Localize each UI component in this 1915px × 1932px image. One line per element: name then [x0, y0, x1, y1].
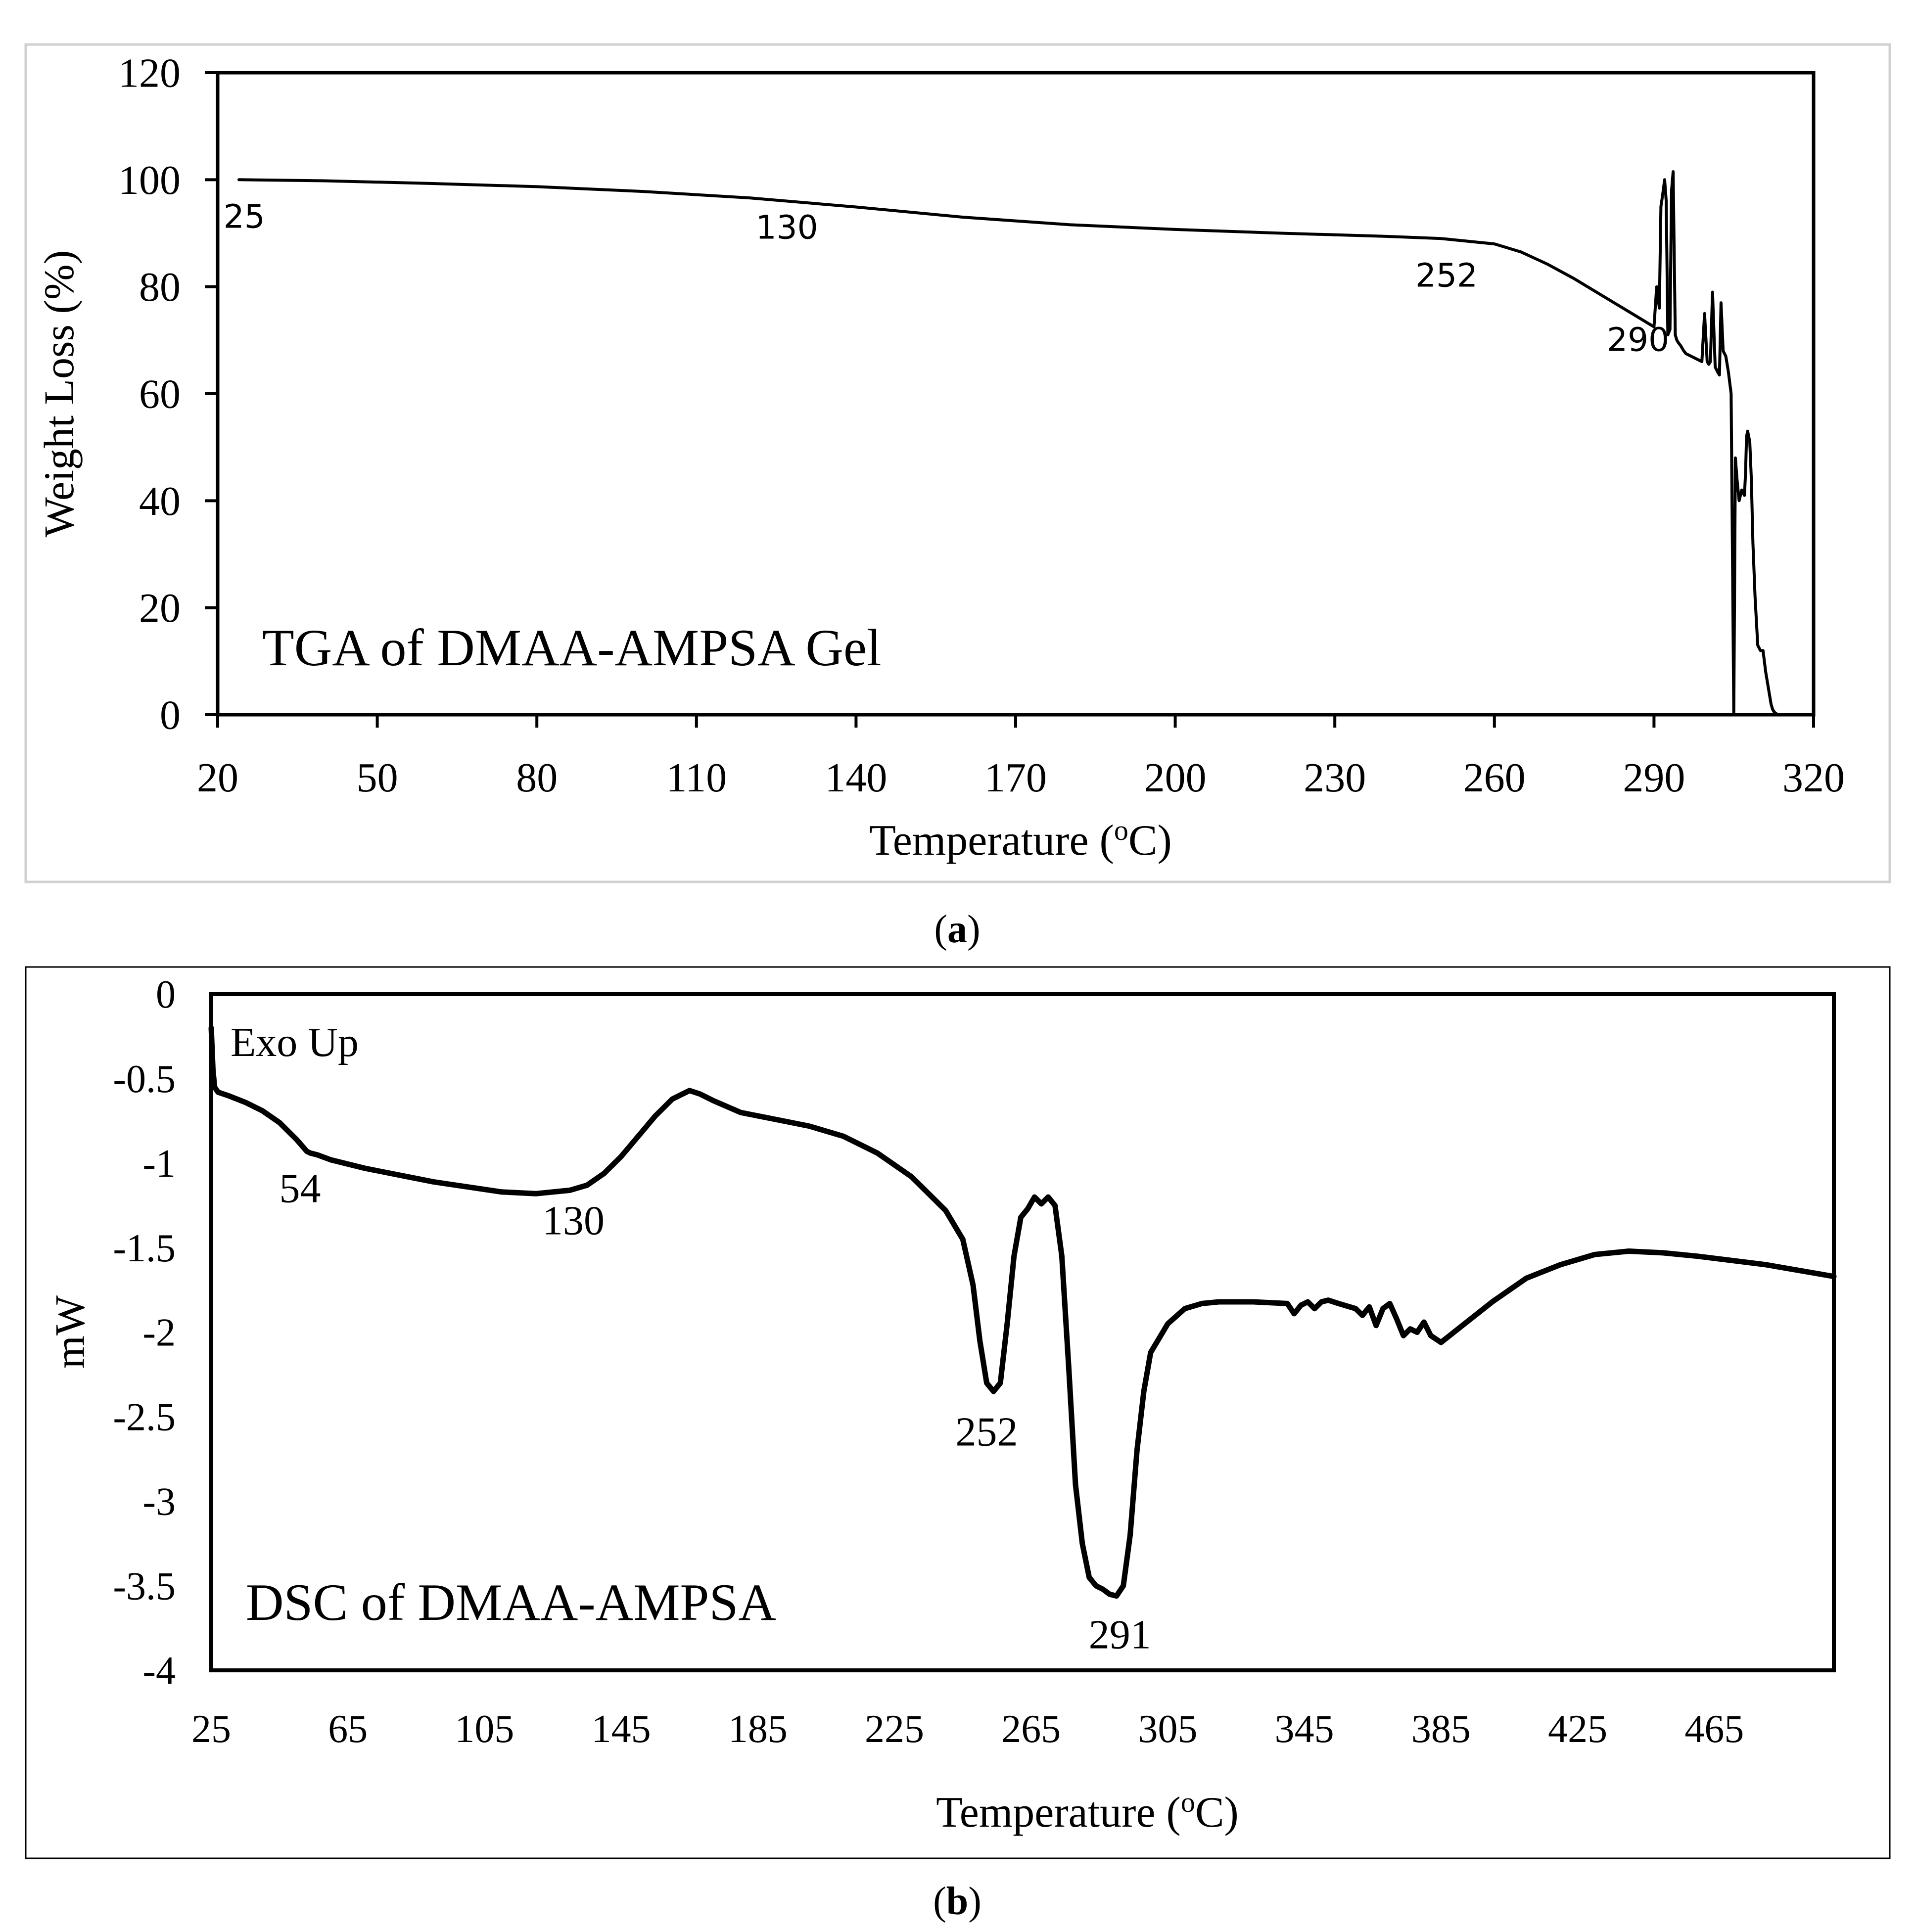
peak-annotation: 130: [542, 1197, 605, 1243]
panel-b-frame: [25, 966, 1891, 1859]
x-tick-label: 305: [1138, 1707, 1197, 1751]
y-tick-label: 0: [160, 692, 181, 738]
x-tick-label: 105: [455, 1707, 514, 1751]
tga-title: TGA of DMAA-AMPSA Gel: [262, 619, 881, 677]
y-tick-label: -4: [142, 1649, 176, 1693]
x-tick-label: 225: [865, 1707, 924, 1751]
x-tick-label: 290: [1623, 755, 1685, 801]
x-tick-label: 320: [1782, 755, 1845, 801]
x-tick-label: 80: [516, 755, 558, 801]
y-tick-label: -2.5: [113, 1396, 176, 1439]
peak-annotation: 130: [756, 208, 818, 246]
x-tick-label: 260: [1463, 755, 1526, 801]
x-tick-label: 25: [191, 1707, 231, 1751]
x-tick-label: 385: [1411, 1707, 1471, 1751]
dsc-chart: Exo Up DSC of DMAA-AMPSA Temperature (oC…: [46, 973, 1837, 1837]
peak-annotation: 252: [1415, 257, 1478, 295]
x-tick-label: 145: [592, 1707, 651, 1751]
panel-a-caption: (a): [934, 908, 980, 951]
dsc-title: DSC of DMAA-AMPSA: [246, 1573, 776, 1631]
dsc-x-axis-label: Temperature (oC): [936, 1786, 1239, 1837]
y-tick-label: 60: [139, 371, 181, 417]
y-tick-label: -1: [142, 1142, 176, 1186]
x-tick-label: 425: [1548, 1707, 1607, 1751]
y-tick-label: -3.5: [113, 1564, 176, 1608]
dsc-y-axis-label: mW: [46, 1295, 93, 1369]
y-tick-label: 120: [118, 50, 181, 96]
tga-y-axis-label: Weight Loss (%): [35, 250, 83, 538]
x-tick-label: 65: [328, 1707, 368, 1751]
peak-annotation: 252: [955, 1409, 1018, 1455]
x-tick-label: 200: [1144, 755, 1207, 801]
x-tick-label: 110: [666, 755, 727, 801]
y-tick-label: -2: [142, 1311, 176, 1355]
peak-annotation: 291: [1089, 1612, 1151, 1658]
tga-x-axis-label: Temperature (oC): [869, 814, 1172, 865]
y-tick-label: 100: [118, 157, 181, 203]
x-tick-label: 140: [825, 755, 887, 801]
exo-up-note: Exo Up: [231, 1019, 359, 1065]
y-tick-label: 80: [139, 264, 181, 310]
x-tick-label: 185: [728, 1707, 788, 1751]
y-tick-label: 0: [156, 973, 176, 1016]
x-tick-label: 50: [357, 755, 398, 801]
x-tick-label: 170: [984, 755, 1047, 801]
panel-b-caption: (b): [933, 1880, 981, 1923]
y-tick-label: 20: [139, 585, 181, 631]
x-tick-label: 465: [1684, 1707, 1744, 1751]
dsc-plot-area: [209, 992, 1836, 1672]
peak-annotation: 290: [1607, 321, 1669, 359]
peak-annotation: 25: [224, 198, 265, 236]
panel-a-frame: [24, 43, 1891, 883]
y-tick-label: -1.5: [113, 1227, 176, 1270]
y-tick-label: 40: [139, 478, 181, 524]
x-tick-label: 20: [197, 755, 238, 801]
peak-annotation: 54: [280, 1165, 321, 1211]
y-tick-label: -0.5: [113, 1058, 176, 1101]
dsc-series-line: [208, 1025, 1837, 1599]
y-tick-label: -3: [142, 1480, 176, 1523]
x-tick-label: 265: [1001, 1707, 1061, 1751]
tga-series-line: [237, 170, 1779, 716]
tga-chart: TGA of DMAA-AMPSA Gel Temperature (oC) W…: [35, 50, 1845, 865]
x-tick-label: 230: [1304, 755, 1366, 801]
x-tick-label: 345: [1275, 1707, 1334, 1751]
